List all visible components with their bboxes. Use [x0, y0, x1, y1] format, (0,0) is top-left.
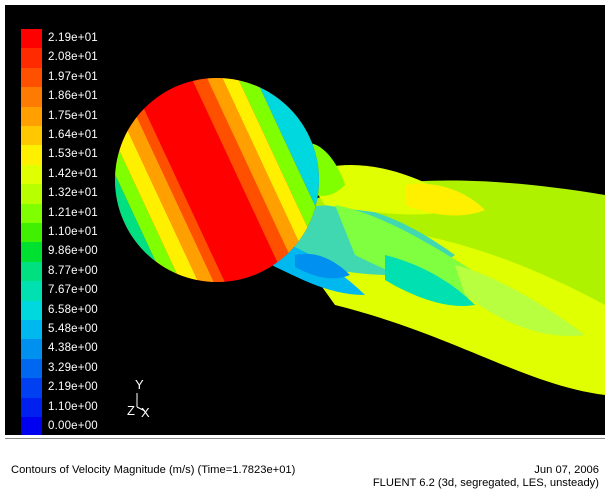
legend-row: 0.00e+00: [21, 417, 161, 435]
legend-row: 9.86e+00: [21, 242, 161, 262]
legend-row: 2.19e+00: [21, 378, 161, 398]
legend-label: 1.21e+01: [48, 206, 98, 219]
legend-row: 1.21e+01: [21, 203, 161, 223]
legend-swatch: [21, 29, 42, 49]
legend-row: 3.29e+00: [21, 358, 161, 379]
legend-row: 2.08e+01: [21, 48, 161, 68]
legend-label: 0.00e+00: [48, 420, 98, 432]
solver-version: FLUENT 6.2 (3d, segregated, LES, unstead…: [372, 477, 599, 489]
legend-swatch: [21, 87, 42, 107]
legend-row: 1.42e+01: [21, 164, 161, 185]
legend-label: 2.19e+01: [48, 32, 98, 44]
legend-label: 1.86e+01: [48, 90, 98, 103]
legend-row: 1.53e+01: [21, 145, 161, 165]
legend-swatch: [21, 397, 42, 417]
legend-label: 8.77e+00: [48, 264, 98, 277]
legend-row: 1.64e+01: [21, 126, 161, 146]
legend-label: 1.10e+01: [48, 226, 98, 238]
legend-swatch: [21, 48, 42, 68]
legend-swatch: [21, 223, 42, 243]
legend-row: 1.86e+01: [21, 87, 161, 107]
contour-scene: [115, 78, 605, 395]
legend-swatch: [21, 378, 42, 398]
legend-swatch: [21, 281, 42, 301]
legend-label: 7.67e+00: [48, 284, 98, 297]
legend-row: 1.75e+01: [21, 106, 161, 126]
legend-label: 1.10e+00: [48, 400, 98, 413]
sphere-surface: [115, 78, 319, 282]
footer-date: Jun 07, 2006: [534, 464, 599, 476]
color-legend: 2.19e+01 2.08e+01 1.97e+01 1.86e+01 1.75e+01…: [21, 29, 161, 435]
legend-swatch: [21, 339, 42, 359]
legend-row: 2.19e+01: [21, 29, 161, 49]
legend-swatch: [21, 203, 42, 223]
status-footer: Contours of Velocity Magnitude (m/s) (Ti…: [5, 438, 605, 496]
legend-label: 1.42e+01: [48, 167, 98, 180]
legend-swatch: [21, 300, 42, 320]
legend-swatch: [21, 126, 42, 146]
legend-swatch: [21, 261, 42, 282]
legend-label: 9.86e+00: [48, 245, 98, 258]
legend-swatch: [21, 242, 42, 262]
legend-label: 1.32e+01: [48, 187, 98, 200]
legend-swatch: [21, 320, 42, 340]
legend-label: 1.53e+01: [48, 148, 98, 161]
legend-label: 1.75e+01: [48, 109, 98, 122]
graphics-viewport[interactable]: 2.19e+01 2.08e+01 1.97e+01 1.86e+01 1.75e+01…: [5, 5, 605, 435]
contour-description: Contours of Velocity Magnitude (m/s) (Ti…: [11, 464, 296, 476]
legend-row: 4.38e+00: [21, 339, 161, 359]
legend-row: 1.97e+01: [21, 67, 161, 88]
legend-swatch: [21, 184, 42, 204]
legend-label: 3.29e+00: [48, 361, 98, 374]
legend-swatch: [21, 164, 42, 185]
legend-label: 2.08e+01: [48, 51, 98, 64]
legend-row: 6.58e+00: [21, 300, 161, 320]
legend-swatch: [21, 358, 42, 379]
legend-row: 7.67e+00: [21, 281, 161, 301]
axis-x-label: X: [141, 405, 150, 420]
legend-row: 1.10e+00: [21, 397, 161, 417]
legend-label: 6.58e+00: [48, 303, 98, 316]
legend-label: 4.38e+00: [48, 342, 98, 355]
legend-row: 1.32e+01: [21, 184, 161, 204]
legend-label: 2.19e+00: [48, 381, 98, 394]
wake-region: [255, 142, 605, 395]
axis-y-label: Y: [135, 377, 144, 392]
legend-row: 8.77e+00: [21, 261, 161, 282]
axes-triad: Y Z X: [125, 377, 175, 427]
legend-label: 1.97e+01: [48, 70, 98, 83]
legend-swatch: [21, 145, 42, 165]
axes-lines: [136, 393, 146, 412]
legend-swatch: [21, 417, 42, 435]
legend-swatch: [21, 106, 42, 126]
legend-swatch: [21, 67, 42, 88]
legend-label: 5.48e+00: [48, 323, 98, 335]
legend-label: 1.64e+01: [48, 129, 98, 141]
legend-row: 5.48e+00: [21, 320, 161, 340]
axis-z-label: Z: [127, 403, 135, 418]
legend-row: 1.10e+01: [21, 223, 161, 243]
